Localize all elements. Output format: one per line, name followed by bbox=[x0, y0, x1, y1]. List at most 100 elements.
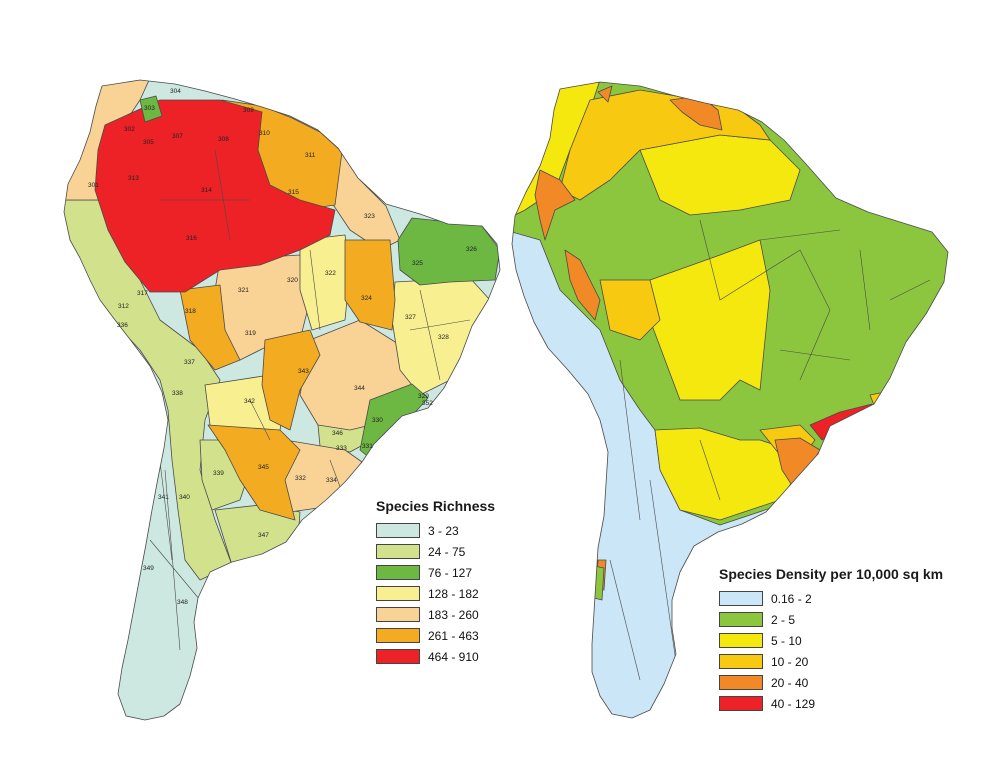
region-label: 324 bbox=[361, 295, 372, 302]
legend-row: 183 - 260 bbox=[376, 604, 495, 625]
legend-label: 20 - 40 bbox=[771, 675, 809, 690]
legend-swatch bbox=[719, 675, 763, 690]
region-318-261-463 bbox=[179, 284, 241, 371]
legend-row: 5 - 10 bbox=[719, 630, 943, 651]
region-320-322-128-182 bbox=[299, 234, 351, 331]
region-label: 304 bbox=[170, 88, 181, 95]
region-label: 319 bbox=[245, 330, 256, 337]
legend-label: 3 - 23 bbox=[428, 523, 459, 538]
legend-swatch bbox=[719, 633, 763, 648]
region-label: 317 bbox=[137, 290, 148, 297]
region-amazon-464-910 bbox=[94, 99, 336, 293]
legend-row: 464 - 910 bbox=[376, 646, 495, 667]
richness-region-labels: 301 302 303 304 305 307 308 309 310 311 … bbox=[88, 88, 477, 606]
region-central-5-10 bbox=[649, 239, 771, 401]
density-internal-boundaries bbox=[609, 219, 931, 691]
legend-label: 5 - 10 bbox=[771, 633, 802, 648]
legend-swatch bbox=[719, 612, 763, 627]
region-343-261-463 bbox=[261, 329, 321, 431]
region-label: 343 bbox=[298, 368, 309, 375]
region-label: 346 bbox=[332, 430, 343, 437]
region-label: 333 bbox=[336, 445, 347, 452]
richness-internal-boundaries bbox=[149, 149, 471, 651]
density-coastline bbox=[511, 81, 949, 719]
region-label: 307 bbox=[172, 133, 183, 140]
legend-swatch bbox=[376, 628, 420, 643]
region-label: 338 bbox=[172, 390, 183, 397]
legend-swatch bbox=[376, 607, 420, 622]
legend-row: 3 - 23 bbox=[376, 520, 495, 541]
legend-label: 183 - 260 bbox=[428, 607, 479, 622]
region-colombia-coast-20-40 bbox=[597, 85, 613, 103]
richness-legend: Species Richness 3 - 23 24 - 75 76 - 127… bbox=[376, 498, 495, 667]
region-label: 330 bbox=[372, 417, 383, 424]
region-label: 334 bbox=[326, 477, 337, 484]
legend-label: 40 - 129 bbox=[771, 696, 816, 711]
legend-swatch bbox=[376, 649, 420, 664]
region-label: 345 bbox=[258, 464, 269, 471]
legend-row: 20 - 40 bbox=[719, 672, 943, 693]
region-label: 302 bbox=[124, 126, 135, 133]
region-label: 305 bbox=[143, 139, 154, 146]
legend-label: 128 - 182 bbox=[428, 586, 479, 601]
legend-row: 76 - 127 bbox=[376, 562, 495, 583]
region-label: 314 bbox=[201, 187, 212, 194]
region-label: 310 bbox=[259, 130, 270, 137]
legend-label: 76 - 127 bbox=[428, 565, 473, 580]
region-andes-ecuador-20-40 bbox=[534, 169, 576, 241]
legend-swatch bbox=[376, 565, 420, 580]
region-303-76-127 bbox=[139, 95, 163, 123]
legend-swatch bbox=[376, 586, 420, 601]
region-345-261-463 bbox=[207, 424, 301, 521]
legend-swatch bbox=[719, 654, 763, 669]
legend-row: 24 - 75 bbox=[376, 541, 495, 562]
region-label: 331 bbox=[362, 443, 373, 450]
richness-legend-title: Species Richness bbox=[376, 498, 496, 514]
region-label: 303 bbox=[144, 105, 155, 112]
region-label: 301 bbox=[88, 182, 99, 189]
legend-swatch bbox=[719, 696, 763, 711]
region-peru-andes-20-40 bbox=[564, 249, 601, 321]
legend-row: 2 - 5 bbox=[719, 609, 943, 630]
region-label: 318 bbox=[185, 308, 196, 315]
legend-row: 10 - 20 bbox=[719, 651, 943, 672]
legend-label: 2 - 5 bbox=[771, 612, 796, 627]
region-label: 315 bbox=[288, 189, 299, 196]
region-325-326-76-127 bbox=[397, 217, 500, 286]
region-label: 323 bbox=[364, 213, 375, 220]
legend-row: 40 - 129 bbox=[719, 693, 943, 714]
legend-label: 261 - 463 bbox=[428, 628, 479, 643]
density-legend-title: Species Density per 10,000 sq km bbox=[719, 566, 944, 582]
region-label: 326 bbox=[466, 246, 477, 253]
region-label: 322 bbox=[325, 270, 336, 277]
region-label: 316 bbox=[186, 235, 197, 242]
region-label: 341 bbox=[158, 494, 169, 501]
region-label: 352 bbox=[422, 400, 433, 407]
region-label: 312 bbox=[118, 303, 129, 310]
region-label: 321 bbox=[238, 287, 249, 294]
region-label: 325 bbox=[412, 260, 423, 267]
region-label: 336 bbox=[117, 322, 128, 329]
region-label: 313 bbox=[128, 175, 139, 182]
region-label: 349 bbox=[143, 565, 154, 572]
legend-label: 0.16 - 2 bbox=[771, 591, 812, 606]
region-label: 337 bbox=[184, 359, 195, 366]
region-label: 332 bbox=[295, 475, 306, 482]
region-label: 309 bbox=[243, 107, 254, 114]
region-324-261-463 bbox=[344, 239, 396, 331]
region-label: 342 bbox=[244, 398, 255, 405]
region-label: 339 bbox=[213, 470, 224, 477]
legend-swatch bbox=[376, 523, 420, 538]
region-label: 320 bbox=[287, 277, 298, 284]
legend-label: 10 - 20 bbox=[771, 654, 809, 669]
richness-coastline bbox=[63, 79, 501, 721]
legend-row: 261 - 463 bbox=[376, 625, 495, 646]
region-label: 328 bbox=[438, 334, 449, 341]
density-legend: Species Density per 10,000 sq km 0.16 - … bbox=[719, 566, 943, 714]
region-bolivia-10-20 bbox=[599, 279, 661, 341]
legend-swatch bbox=[376, 544, 420, 559]
region-label: 311 bbox=[305, 152, 316, 159]
region-label: 347 bbox=[258, 532, 269, 539]
legend-label: 464 - 910 bbox=[428, 649, 479, 664]
